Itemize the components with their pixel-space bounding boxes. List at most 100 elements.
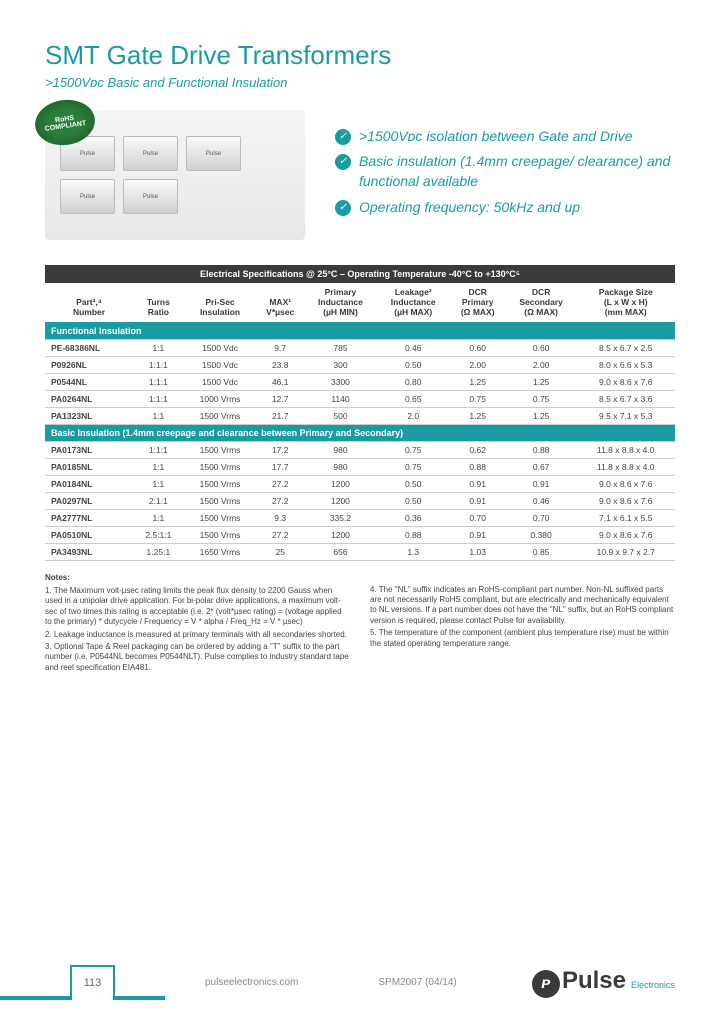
page-number: 113 [70, 965, 115, 1000]
table-cell: 1:1 [133, 458, 184, 475]
table-cell: 8.0 x 6.6 x 5.3 [576, 356, 675, 373]
table-cell: 11.8 x 8.8 x 4.0 [576, 441, 675, 458]
table-cell: 1650 Vrms [184, 543, 257, 560]
table-row: PA0185NL1:11500 Vrms17.79800.750.880.671… [45, 458, 675, 475]
notes-title: Notes: [45, 573, 350, 583]
table-cell: 1:1 [133, 509, 184, 526]
table-cell: 0.60 [506, 339, 577, 356]
table-cell: 1.25:1 [133, 543, 184, 560]
table-cell: 1500 Vrms [184, 441, 257, 458]
table-cell: 7.1 x 6.1 x 5.5 [576, 509, 675, 526]
table-cell: 9.0 x 8.6 x 7.6 [576, 492, 675, 509]
pulse-logo: ᴘ Pulse Electronics [532, 967, 675, 998]
table-cell: 0.75 [377, 441, 450, 458]
table-cell: 0.50 [377, 475, 450, 492]
table-cell: 0.75 [377, 458, 450, 475]
table-cell: 1500 Vrms [184, 509, 257, 526]
product-image: RoHS COMPLIANT Pulse Pulse Pulse Pulse P… [45, 110, 305, 240]
table-cell: 0.65 [377, 390, 450, 407]
table-row: PA0173NL1:1:11500 Vrms17.29800.750.620.8… [45, 441, 675, 458]
column-header: Part³,⁴Number [45, 283, 133, 322]
column-header: TurnsRatio [133, 283, 184, 322]
table-row: P0544NL1:1:11500 Vdc46.133000.801.251.25… [45, 373, 675, 390]
note-item: 1. The Maximum volt-µsec rating limits t… [45, 586, 350, 628]
table-cell: 1500 Vdc [184, 373, 257, 390]
table-cell: 12.7 [256, 390, 304, 407]
table-cell: 2.00 [506, 356, 577, 373]
table-cell: P0544NL [45, 373, 133, 390]
table-cell: 1.25 [506, 407, 577, 424]
table-cell: 0.67 [506, 458, 577, 475]
notes-section: Notes: 1. The Maximum volt-µsec rating l… [45, 573, 675, 676]
table-cell: PA1323NL [45, 407, 133, 424]
table-cell: 9.0 x 8.6 x 7.6 [576, 373, 675, 390]
table-cell: 0.50 [377, 492, 450, 509]
table-cell: 656 [304, 543, 377, 560]
table-cell: 1500 Vrms [184, 458, 257, 475]
table-cell: 0.36 [377, 509, 450, 526]
table-cell: 27.2 [256, 526, 304, 543]
page-subtitle: >1500Vᴅᴄ Basic and Functional Insulation [45, 75, 675, 90]
table-cell: 10.9 x 9.7 x 2.7 [576, 543, 675, 560]
table-row: PA2777NL1:11500 Vrms9.3335.20.360.700.70… [45, 509, 675, 526]
column-header: PrimaryInductance(µH MIN) [304, 283, 377, 322]
table-row: PA0510NL2.5:1:11500 Vrms27.212000.880.91… [45, 526, 675, 543]
table-cell: PA0264NL [45, 390, 133, 407]
note-item: 3. Optional Tape & Reel packaging can be… [45, 642, 350, 673]
table-cell: 1500 Vrms [184, 526, 257, 543]
bullet-icon: ✓ [335, 200, 351, 216]
table-cell: 1500 Vdc [184, 339, 257, 356]
table-cell: 2:1:1 [133, 492, 184, 509]
section-label: Basic Insulation (1.4mm creepage and cle… [45, 424, 675, 441]
table-cell: 0.70 [506, 509, 577, 526]
table-cell: 1140 [304, 390, 377, 407]
table-cell: 0.88 [377, 526, 450, 543]
table-cell: 0.46 [506, 492, 577, 509]
note-item: 4. The "NL" suffix indicates an RoHS-com… [370, 585, 675, 627]
table-cell: 335.2 [304, 509, 377, 526]
table-cell: 9.7 [256, 339, 304, 356]
table-cell: 0.75 [506, 390, 577, 407]
column-header: DCRSecondary(Ω MAX) [506, 283, 577, 322]
column-header: Leakage²Inductance(µH MAX) [377, 283, 450, 322]
logo-subtext: Electronics [631, 980, 675, 990]
table-cell: 0.91 [450, 475, 506, 492]
table-header-bar: Electrical Specifications @ 25°C – Opera… [45, 265, 675, 283]
table-cell: PA0510NL [45, 526, 133, 543]
table-cell: 0.46 [377, 339, 450, 356]
table-cell: 1200 [304, 475, 377, 492]
table-cell: 2.00 [450, 356, 506, 373]
feature-list: ✓ >1500Vᴅᴄ isolation between Gate and Dr… [335, 127, 675, 223]
column-header: Pri-SecInsulation [184, 283, 257, 322]
feature-text: Basic insulation (1.4mm creepage/ cleara… [359, 152, 675, 191]
table-cell: PA0297NL [45, 492, 133, 509]
footer-url: pulseelectronics.com [205, 977, 298, 988]
table-row: PE-68386NL1:11500 Vdc9.77850.460.600.608… [45, 339, 675, 356]
note-item: 5. The temperature of the component (amb… [370, 628, 675, 649]
logo-icon: ᴘ [532, 970, 560, 998]
table-cell: 0.75 [450, 390, 506, 407]
table-cell: 500 [304, 407, 377, 424]
spec-table: Electrical Specifications @ 25°C – Opera… [45, 265, 675, 561]
table-cell: 1000 Vrms [184, 390, 257, 407]
table-cell: 17.7 [256, 458, 304, 475]
table-cell: 2.0 [377, 407, 450, 424]
table-cell: 3300 [304, 373, 377, 390]
feature-text: >1500Vᴅᴄ isolation between Gate and Driv… [359, 127, 633, 147]
table-cell: 8.5 x 6.7 x 2.5 [576, 339, 675, 356]
table-cell: 1500 Vrms [184, 407, 257, 424]
table-cell: 980 [304, 441, 377, 458]
table-cell: 0.91 [450, 526, 506, 543]
feature-item: ✓ Operating frequency: 50kHz and up [335, 198, 675, 218]
table-cell: P0926NL [45, 356, 133, 373]
table-cell: 9.0 x 8.6 x 7.6 [576, 526, 675, 543]
table-cell: 1.03 [450, 543, 506, 560]
table-cell: 25 [256, 543, 304, 560]
table-cell: 1:1:1 [133, 356, 184, 373]
table-row: P0926NL1:1:11500 Vdc23.83000.502.002.008… [45, 356, 675, 373]
table-cell: 0.91 [450, 492, 506, 509]
table-cell: 46.1 [256, 373, 304, 390]
table-cell: 0.50 [377, 356, 450, 373]
table-cell: PA2777NL [45, 509, 133, 526]
logo-text: Pulse [562, 967, 626, 995]
